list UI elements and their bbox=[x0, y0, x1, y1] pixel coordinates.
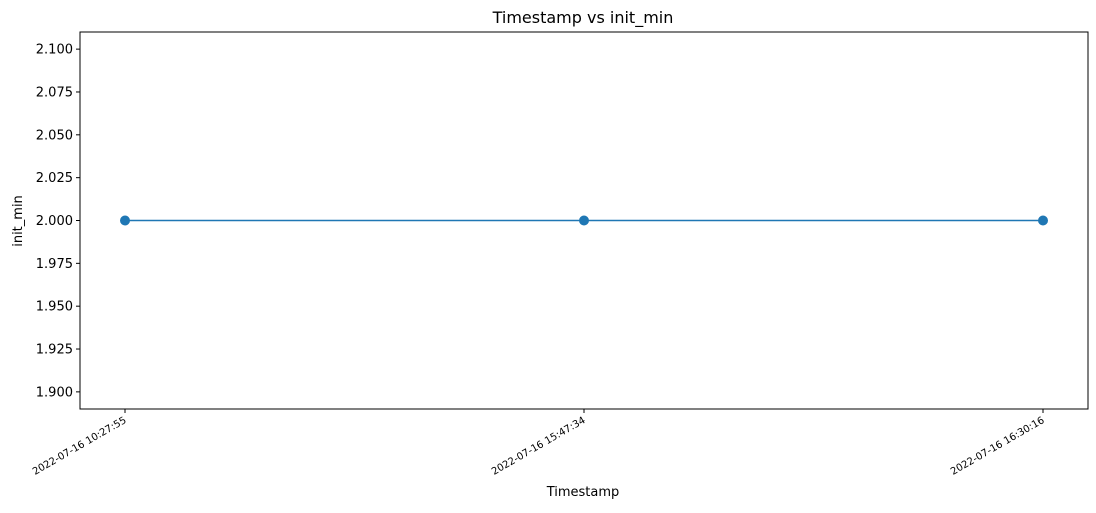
y-tick-label: 2.100 bbox=[36, 43, 73, 58]
y-tick-label: 2.050 bbox=[36, 128, 73, 143]
y-tick-label: 1.925 bbox=[36, 343, 73, 358]
y-tick-label: 1.950 bbox=[36, 300, 73, 315]
x-axis-label: Timestamp bbox=[546, 485, 620, 500]
x-tick-label: 2022-07-16 10:27:55 bbox=[31, 415, 128, 478]
y-tick-label: 2.000 bbox=[36, 214, 73, 229]
y-tick-label: 1.900 bbox=[36, 385, 73, 400]
data-point bbox=[1038, 215, 1048, 226]
data-point bbox=[579, 215, 589, 226]
chart-title: Timestamp vs init_min bbox=[492, 8, 674, 28]
y-tick-label: 2.075 bbox=[36, 85, 73, 100]
x-tick-label: 2022-07-16 16:30:16 bbox=[949, 415, 1046, 478]
series-layer bbox=[120, 215, 1048, 226]
y-tick-label: 1.975 bbox=[36, 257, 73, 272]
x-tick-label: 2022-07-16 15:47:34 bbox=[490, 415, 587, 478]
y-axis: 1.900 1.925 1.950 1.975 2.000 2.025 2.050 2.075… bbox=[36, 43, 80, 400]
y-axis-label: init_min bbox=[11, 195, 26, 247]
x-axis: 2022-07-16 10:27:55 2022-07-16 15:47:34 20… bbox=[31, 409, 1047, 478]
data-point bbox=[120, 215, 130, 226]
y-tick-label: 2.025 bbox=[36, 171, 73, 186]
